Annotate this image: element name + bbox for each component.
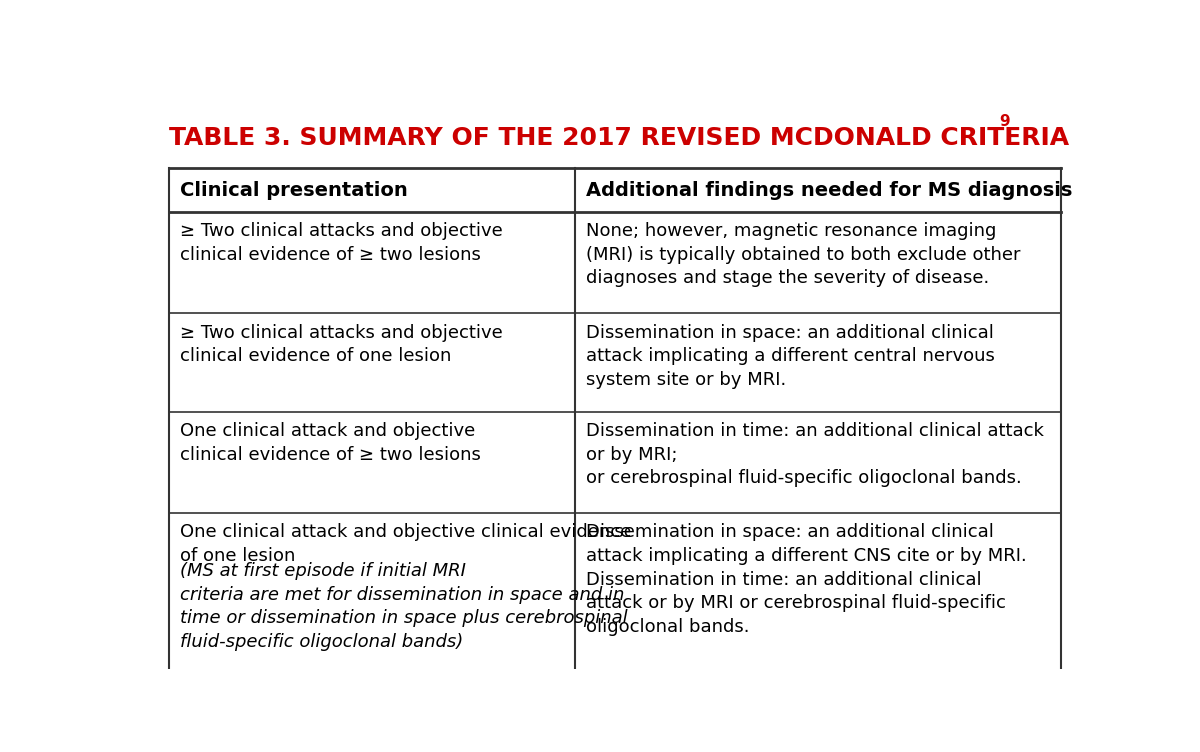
Text: ≥ Two clinical attacks and objective
clinical evidence of one lesion: ≥ Two clinical attacks and objective cli… — [180, 323, 503, 365]
Text: One clinical attack and objective clinical evidence
of one lesion: One clinical attack and objective clinic… — [180, 523, 631, 565]
Text: Additional findings needed for MS diagnosis: Additional findings needed for MS diagno… — [586, 180, 1073, 199]
Text: Dissemination in space: an additional clinical
attack implicating a different CN: Dissemination in space: an additional cl… — [586, 523, 1027, 635]
Text: One clinical attack and objective
clinical evidence of ≥ two lesions: One clinical attack and objective clinic… — [180, 422, 481, 464]
Text: None; however, magnetic resonance imaging
(MRI) is typically obtained to both ex: None; however, magnetic resonance imagin… — [586, 223, 1020, 287]
Text: ≥ Two clinical attacks and objective
clinical evidence of ≥ two lesions: ≥ Two clinical attacks and objective cli… — [180, 223, 503, 264]
Text: TABLE 3. SUMMARY OF THE 2017 REVISED MCDONALD CRITERIA: TABLE 3. SUMMARY OF THE 2017 REVISED MCD… — [168, 126, 1069, 150]
Text: Dissemination in space: an additional clinical
attack implicating a different ce: Dissemination in space: an additional cl… — [586, 323, 995, 389]
Text: Dissemination in time: an additional clinical attack
or by MRI;
or cerebrospinal: Dissemination in time: an additional cli… — [586, 422, 1044, 487]
Text: Clinical presentation: Clinical presentation — [180, 180, 408, 199]
Text: (MS at first episode if initial MRI
criteria are met for dissemination in space : (MS at first episode if initial MRI crit… — [180, 562, 628, 651]
Text: 9: 9 — [1000, 114, 1009, 129]
